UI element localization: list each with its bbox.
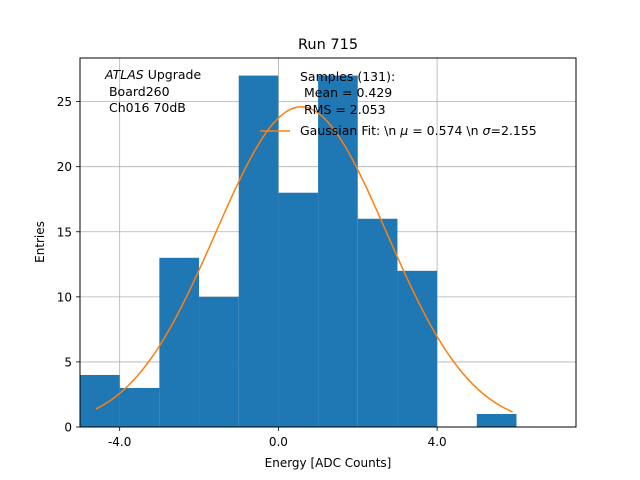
histogram-bar — [278, 192, 319, 427]
x-tick-label: 4.0 — [428, 435, 447, 449]
histogram-bar — [119, 387, 160, 427]
svg-text:ATLAS Upgrade: ATLAS Upgrade — [104, 67, 201, 82]
histogram-bars — [80, 75, 517, 428]
y-axis-ticks: 0 5 10 15 20 25 — [57, 95, 80, 435]
y-tick-label: 20 — [57, 160, 72, 174]
x-axis-label: Energy [ADC Counts] — [265, 456, 392, 470]
channel-label: Ch016 70dB — [105, 100, 186, 115]
mean-label: Mean = 0.429 — [300, 85, 392, 100]
x-tick-label: -4.0 — [108, 435, 131, 449]
rms-label: RMS = 2.053 — [300, 102, 386, 117]
atlas-label: ATLAS — [104, 67, 144, 82]
y-tick-label: 5 — [64, 355, 72, 369]
stats-box: Samples (131): Mean = 0.429 RMS = 2.053 — [300, 69, 395, 117]
x-tick-label: 0.0 — [269, 435, 288, 449]
gaussian-fit-curve — [95, 106, 513, 413]
histogram-bar — [80, 374, 120, 427]
plot-frame — [79, 57, 577, 428]
histogram-bar — [476, 413, 517, 427]
y-axis-label: Entries — [33, 221, 47, 263]
y-tick-label: 0 — [64, 421, 72, 435]
samples-label: Samples (131): — [300, 69, 395, 84]
chart-title: Run 715 — [298, 37, 358, 53]
histogram-bar — [199, 296, 239, 427]
histogram-bar — [357, 218, 398, 427]
histogram-bar — [397, 270, 438, 427]
y-tick-label: 10 — [57, 290, 72, 304]
y-tick-label: 25 — [57, 95, 72, 109]
upgrade-label: Upgrade — [144, 67, 202, 82]
x-axis-ticks: -4.0 0.0 4.0 — [108, 427, 447, 449]
y-tick-label: 15 — [57, 225, 72, 239]
run-annotation: ATLAS Upgrade Board260 Ch016 70dB — [104, 67, 201, 115]
legend-fit-label: Gaussian Fit: \n μ = 0.574 \n σ=2.155 — [300, 123, 537, 138]
histogram-bar — [238, 75, 279, 428]
legend: Gaussian Fit: \n μ = 0.574 \n σ=2.155 — [260, 123, 537, 138]
board-label: Board260 — [105, 84, 170, 99]
